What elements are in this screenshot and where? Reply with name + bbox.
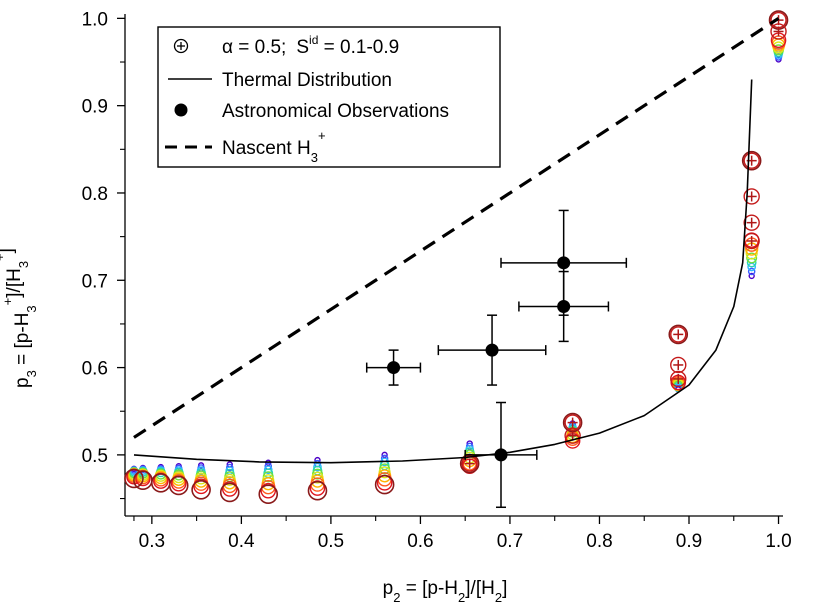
nascent-line xyxy=(133,17,780,439)
model-point-max xyxy=(258,484,279,504)
model-point-max xyxy=(191,480,211,500)
x-tick-label: 0.9 xyxy=(676,531,702,552)
x-tick-label: 0.6 xyxy=(407,531,433,552)
model-point xyxy=(263,465,273,475)
model-point xyxy=(260,482,277,499)
y-tick-label: 0.7 xyxy=(82,271,108,292)
y-tick-label: 0.9 xyxy=(82,97,108,118)
model-point xyxy=(748,272,755,280)
model-point xyxy=(381,451,388,459)
model-point xyxy=(747,267,756,276)
x-axis-label: p2 = [p-H2]/[H2] xyxy=(383,578,508,604)
model-point-max xyxy=(219,482,240,503)
observation-point xyxy=(494,448,508,462)
y-tick-label: 0.6 xyxy=(82,359,108,380)
model-point-max xyxy=(168,475,189,496)
model-point xyxy=(313,462,322,472)
model-point xyxy=(746,252,758,264)
model-point-max xyxy=(124,468,144,489)
model-plus-ring xyxy=(461,455,478,472)
model-point-max xyxy=(741,150,762,171)
y-tick-label: 1.0 xyxy=(82,9,108,30)
model-plus-ring xyxy=(564,427,581,444)
legend-model-label: α = 0.5; Sid = 0.1-0.9 xyxy=(222,33,399,58)
model-point xyxy=(193,478,209,495)
model-markers-group xyxy=(124,10,789,504)
x-tick-label: 0.8 xyxy=(586,531,612,552)
observation-point xyxy=(557,256,571,270)
legend: α = 0.5; Sid = 0.1-0.9 Thermal Distributi… xyxy=(157,26,501,168)
x-tick-label: 1.0 xyxy=(765,531,791,552)
model-point-max xyxy=(668,324,689,345)
model-point xyxy=(221,481,238,497)
model-plus-ring xyxy=(670,326,687,343)
model-point-max xyxy=(307,480,328,501)
x-tick-label: 0.3 xyxy=(139,531,165,552)
y-tick-label: 0.8 xyxy=(82,184,108,205)
model-point-max xyxy=(374,474,395,495)
legend-nascent-label: Nascent H3+ xyxy=(222,128,326,165)
observations-group xyxy=(365,209,628,509)
legend-observation-symbol xyxy=(174,103,188,117)
model-plus-ring xyxy=(670,356,687,374)
model-plus-ring xyxy=(743,188,760,205)
legend-observation-label: Astronomical Observations xyxy=(222,101,449,122)
model-plus-ring xyxy=(770,23,787,40)
observation-point xyxy=(485,343,499,357)
model-plus-ring xyxy=(564,414,581,431)
x-tick-label: 0.4 xyxy=(228,531,255,552)
axes-group: 0.3 0.4 0.5 0.6 0.7 0.8 0.9 1.0 0.5 0.6 0.7 0.8 0.9 1… xyxy=(82,9,792,552)
observation-point xyxy=(387,361,401,375)
model-plus-ring xyxy=(743,152,760,169)
legend-box xyxy=(157,26,501,168)
model-plus-ring xyxy=(670,370,687,388)
legend-model-symbol xyxy=(173,38,189,54)
x-tick-label: 0.7 xyxy=(497,531,523,552)
y-tick-label: 0.5 xyxy=(82,446,108,467)
model-plus-ring xyxy=(743,214,760,231)
thermal-distribution-line xyxy=(133,79,753,464)
x-tick-label: 0.5 xyxy=(318,531,344,552)
lines-group xyxy=(133,17,780,464)
y-axis-label: p3 = [p-H3+]/[H3+] xyxy=(0,248,39,388)
legend-thermal-label: Thermal Distribution xyxy=(222,70,392,91)
